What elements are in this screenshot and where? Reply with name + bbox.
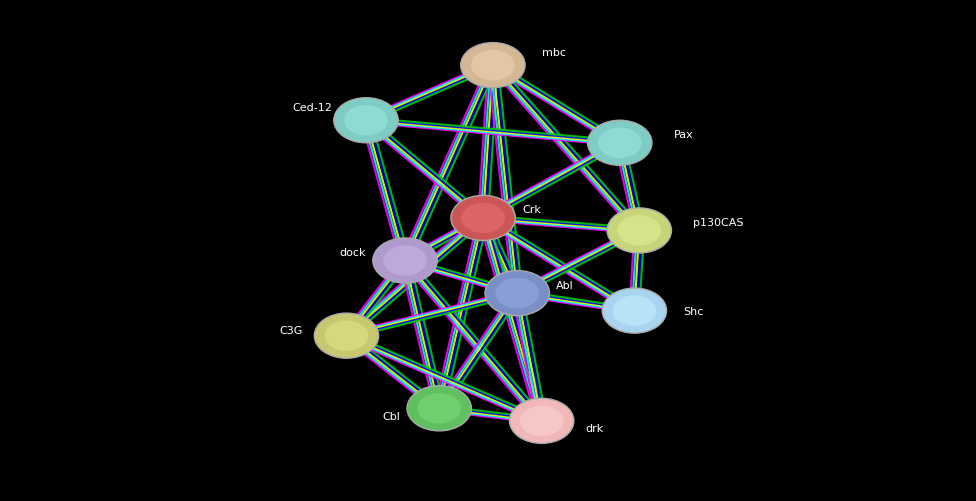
Ellipse shape [588,120,652,165]
Ellipse shape [407,386,471,431]
Ellipse shape [461,43,525,88]
Ellipse shape [325,321,368,351]
Ellipse shape [451,195,515,240]
Text: mbc: mbc [542,48,566,58]
Ellipse shape [462,203,505,233]
Ellipse shape [384,245,427,276]
Text: dock: dock [340,248,366,258]
Text: Crk: Crk [522,205,541,215]
Ellipse shape [485,271,549,316]
Ellipse shape [345,105,387,135]
Ellipse shape [613,296,656,326]
Text: p130CAS: p130CAS [693,218,744,228]
Text: C3G: C3G [279,326,303,336]
Ellipse shape [496,278,539,308]
Text: Shc: Shc [683,307,704,317]
Ellipse shape [598,128,641,158]
Ellipse shape [373,238,437,283]
Ellipse shape [418,393,461,423]
Ellipse shape [334,98,398,143]
Text: Abl: Abl [556,281,574,291]
Text: Ced-12: Ced-12 [292,103,332,113]
Text: drk: drk [586,424,604,434]
Ellipse shape [509,398,574,443]
Ellipse shape [618,215,661,245]
Text: Cbl: Cbl [383,412,400,422]
Ellipse shape [607,208,671,253]
Ellipse shape [520,406,563,436]
Text: Pax: Pax [673,130,693,140]
Ellipse shape [471,50,514,80]
Ellipse shape [602,288,667,333]
Ellipse shape [314,313,379,358]
